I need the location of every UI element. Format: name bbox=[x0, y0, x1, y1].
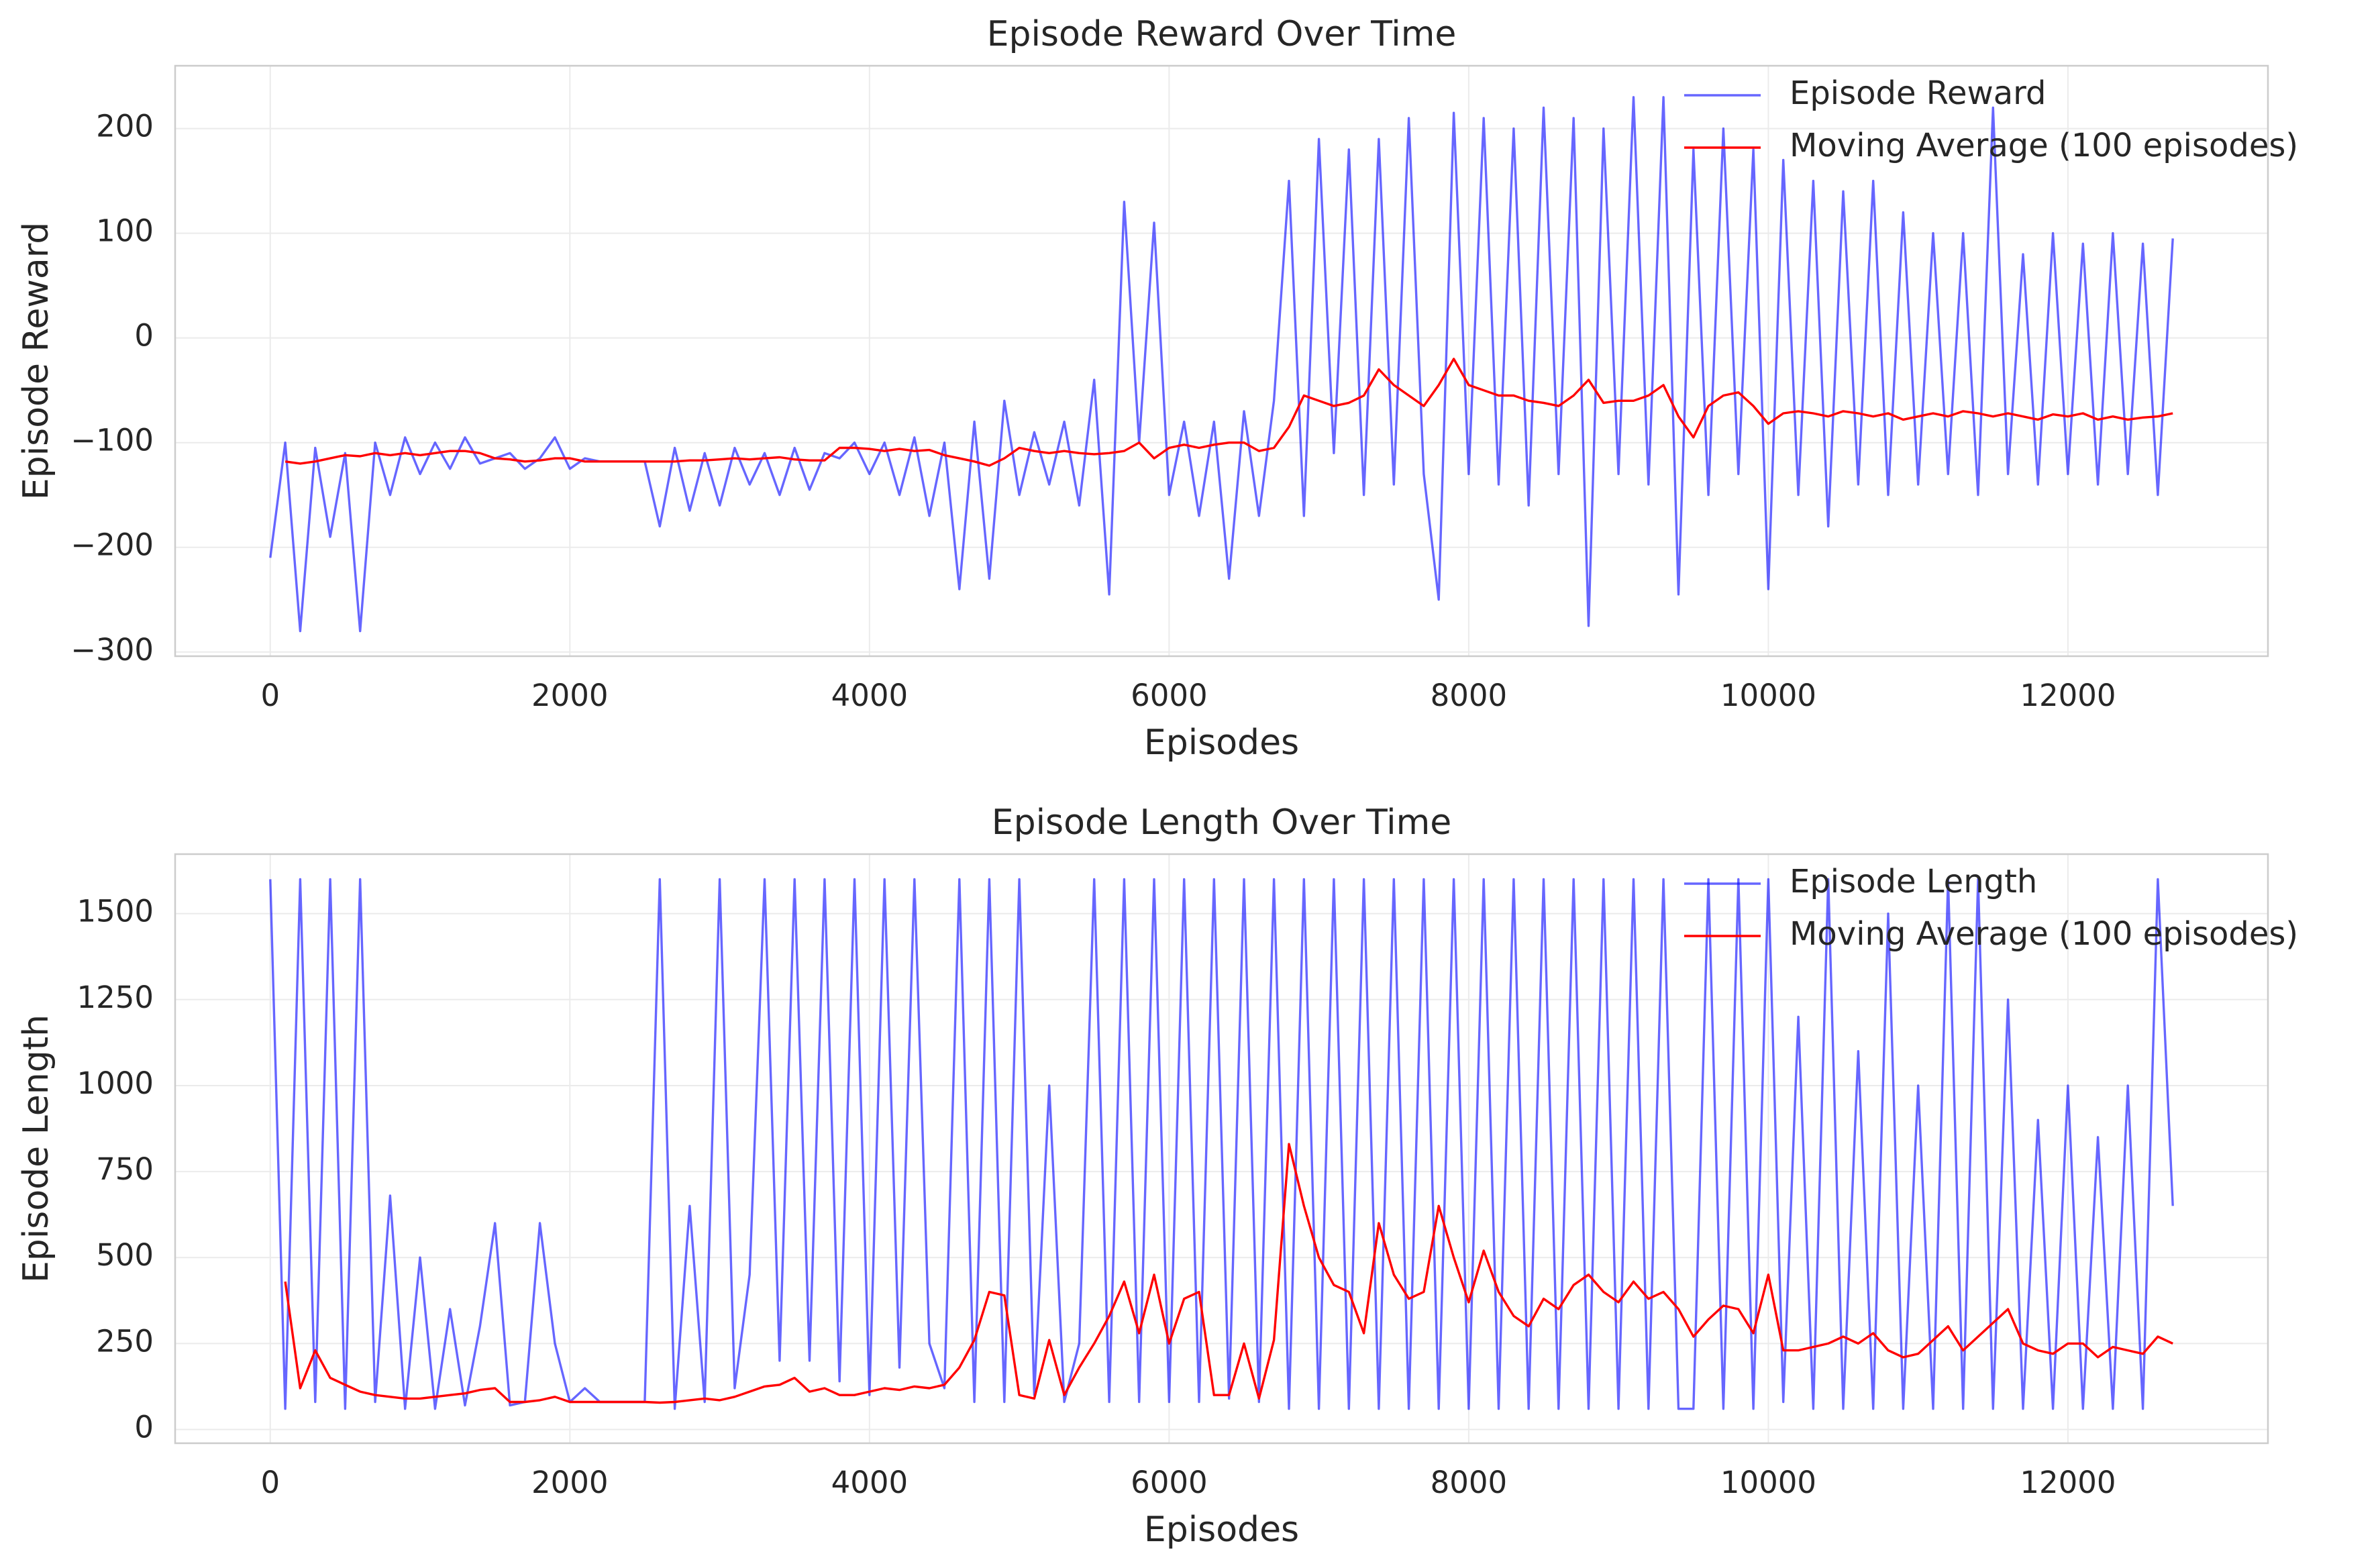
x-tick-label: 10000 bbox=[1720, 678, 1816, 713]
y-axis-label: Episode Reward bbox=[16, 222, 56, 500]
legend-label: Moving Average (100 episodes) bbox=[1790, 915, 2298, 953]
x-tick-label: 12000 bbox=[2020, 1465, 2116, 1500]
y-tick-label: 0 bbox=[134, 1409, 154, 1445]
series-line bbox=[284, 1143, 2173, 1404]
x-tick-label: 6000 bbox=[1131, 1465, 1208, 1500]
y-tick-label: 1000 bbox=[76, 1065, 154, 1101]
x-tick-label: 2000 bbox=[531, 678, 609, 713]
x-tick-label: 6000 bbox=[1131, 678, 1208, 713]
series-line bbox=[284, 358, 2173, 467]
x-tick-label: 0 bbox=[260, 678, 280, 713]
x-tick-label: 4000 bbox=[831, 678, 909, 713]
x-tick-label: 8000 bbox=[1431, 678, 1508, 713]
axes-frame bbox=[174, 853, 2269, 1445]
x-tick-label: 8000 bbox=[1431, 1465, 1508, 1500]
x-tick-label: 2000 bbox=[531, 1465, 609, 1500]
chart-title: Episode Reward Over Time bbox=[987, 14, 1457, 54]
y-tick-label: 500 bbox=[96, 1237, 154, 1273]
x-tick-label: 0 bbox=[260, 1465, 280, 1500]
y-tick-label: 200 bbox=[96, 109, 154, 144]
plot-area bbox=[175, 66, 2268, 656]
y-tick-label: 750 bbox=[96, 1151, 154, 1187]
x-tick-label: 12000 bbox=[2020, 678, 2116, 713]
legend-label: Episode Length bbox=[1790, 863, 2037, 900]
y-tick-label: −300 bbox=[70, 632, 154, 668]
x-axis-label: Episodes bbox=[1144, 1510, 1299, 1550]
axes-frame bbox=[174, 64, 2269, 658]
x-tick-label: 10000 bbox=[1720, 1465, 1816, 1500]
y-tick-label: 0 bbox=[134, 318, 154, 354]
chart-title: Episode Length Over Time bbox=[992, 802, 1452, 843]
series-line bbox=[269, 96, 2174, 633]
legend-label: Episode Reward bbox=[1790, 74, 2047, 112]
y-tick-label: 100 bbox=[96, 213, 154, 249]
y-tick-label: 1250 bbox=[76, 980, 154, 1015]
x-axis-label: Episodes bbox=[1144, 723, 1299, 763]
legend-label: Moving Average (100 episodes) bbox=[1790, 127, 2298, 164]
y-tick-label: −100 bbox=[70, 423, 154, 458]
y-tick-label: −200 bbox=[70, 527, 154, 563]
x-tick-label: 4000 bbox=[831, 1465, 909, 1500]
y-tick-label: 250 bbox=[96, 1323, 154, 1359]
y-tick-label: 1500 bbox=[76, 894, 154, 929]
series-line bbox=[269, 878, 2174, 1410]
y-axis-label: Episode Length bbox=[16, 1014, 56, 1283]
